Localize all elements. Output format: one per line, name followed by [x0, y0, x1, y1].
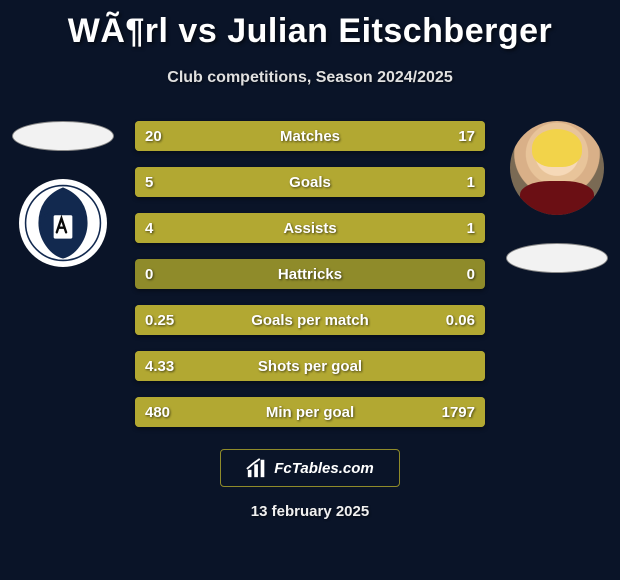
page-subtitle: Club competitions, Season 2024/2025 — [0, 69, 620, 87]
stat-bar-row: 4801797Min per goal — [135, 397, 485, 427]
bar-chart-icon — [246, 457, 268, 479]
stat-label: Goals per match — [135, 305, 485, 335]
brand-logo[interactable]: FcTables.com — [220, 449, 400, 487]
right-player-column — [502, 121, 612, 273]
stat-bar-row: 41Assists — [135, 213, 485, 243]
left-club-badge — [19, 179, 107, 267]
brand-logo-text: FcTables.com — [274, 460, 373, 477]
arminia-bielefeld-badge-icon — [24, 184, 102, 262]
stat-bar-row: 4.33Shots per goal — [135, 351, 485, 381]
stat-bar-row: 00Hattricks — [135, 259, 485, 289]
left-player-column — [8, 121, 118, 267]
right-player-avatar — [510, 121, 604, 215]
snapshot-date: 13 february 2025 — [0, 503, 620, 520]
page-title: WÃ¶rl vs Julian Eitschberger — [0, 0, 620, 51]
stat-label: Assists — [135, 213, 485, 243]
stat-label: Hattricks — [135, 259, 485, 289]
right-club-badge-placeholder — [506, 243, 608, 273]
stat-label: Min per goal — [135, 397, 485, 427]
stat-label: Goals — [135, 167, 485, 197]
stat-bar-row: 51Goals — [135, 167, 485, 197]
left-player-avatar-placeholder — [12, 121, 114, 151]
comparison-content: 2017Matches 51Goals 41Assists 00Hattricks 0.… — [0, 121, 620, 427]
stats-bar-list: 2017Matches 51Goals 41Assists 00Hattricks 0.… — [135, 121, 485, 427]
stat-bar-row: 2017Matches — [135, 121, 485, 151]
stat-bar-row: 0.250.06Goals per match — [135, 305, 485, 335]
stat-label: Matches — [135, 121, 485, 151]
stat-label: Shots per goal — [135, 351, 485, 381]
